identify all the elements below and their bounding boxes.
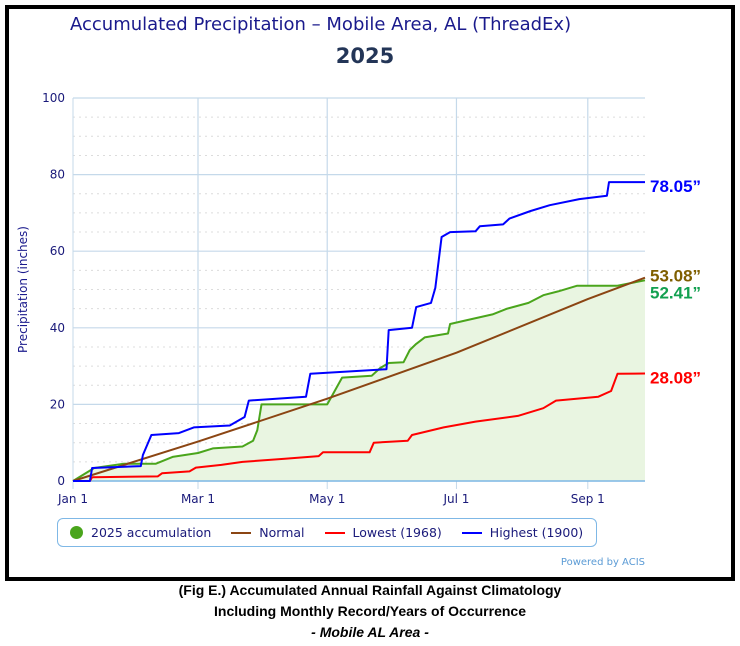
accumulation-area bbox=[73, 280, 645, 481]
legend-marker bbox=[231, 531, 252, 534]
y-tick-label: 0 bbox=[57, 474, 65, 488]
end-value-label: 78.05” bbox=[650, 177, 701, 196]
legend-item-lowest[interactable]: Lowest (1968) bbox=[324, 525, 442, 540]
end-value-label: 53.08” bbox=[650, 267, 701, 286]
legend-marker bbox=[461, 531, 482, 534]
y-tick-label: 60 bbox=[50, 244, 65, 258]
end-value-label: 52.41” bbox=[650, 283, 701, 302]
y-tick-label: 40 bbox=[50, 321, 65, 335]
y-tick-label: 20 bbox=[50, 397, 65, 411]
caption-line-1: (Fig E.) Accumulated Annual Rainfall Aga… bbox=[178, 582, 562, 598]
legend-label: 2025 accumulation bbox=[91, 525, 212, 540]
x-tick-label: May 1 bbox=[309, 492, 345, 506]
caption-line-2: Including Monthly Record/Years of Occurr… bbox=[214, 603, 526, 619]
legend-marker bbox=[324, 531, 345, 534]
chart-subtitle: 2025 bbox=[336, 44, 394, 68]
credit-text: Powered by ACIS bbox=[561, 557, 645, 568]
series-line-2025-accumulation bbox=[72, 279, 646, 482]
caption-line-3: - Mobile AL Area - bbox=[311, 624, 429, 640]
y-tick-label: 100 bbox=[42, 91, 65, 105]
x-tick-label: Sep 1 bbox=[571, 492, 605, 506]
chart-title: Accumulated Precipitation – Mobile Area,… bbox=[70, 14, 571, 35]
legend-item-2025[interactable]: 2025 accumulation bbox=[70, 525, 211, 540]
y-axis-label: Precipitation (inches) bbox=[16, 226, 30, 353]
chart-legend: 2025 accumulation Normal Lowest (1968) H… bbox=[57, 518, 597, 547]
legend-item-highest[interactable]: Highest (1900) bbox=[461, 525, 584, 540]
series-line-lowest-1968- bbox=[73, 372, 646, 482]
series-line-normal bbox=[72, 276, 646, 482]
legend-label: Highest (1900) bbox=[489, 525, 584, 540]
x-tick-label: Jan 1 bbox=[57, 492, 88, 506]
y-tick-label: 80 bbox=[50, 168, 65, 182]
legend-label: Lowest (1968) bbox=[352, 525, 442, 540]
series-line-highest-1900- bbox=[73, 181, 645, 482]
end-value-label: 28.08” bbox=[650, 368, 701, 387]
x-tick-label: Jul 1 bbox=[442, 492, 469, 506]
legend-label: Normal bbox=[259, 525, 305, 540]
x-tick-label: Mar 1 bbox=[181, 492, 215, 506]
legend-item-normal[interactable]: Normal bbox=[231, 525, 305, 540]
legend-marker bbox=[70, 526, 83, 539]
